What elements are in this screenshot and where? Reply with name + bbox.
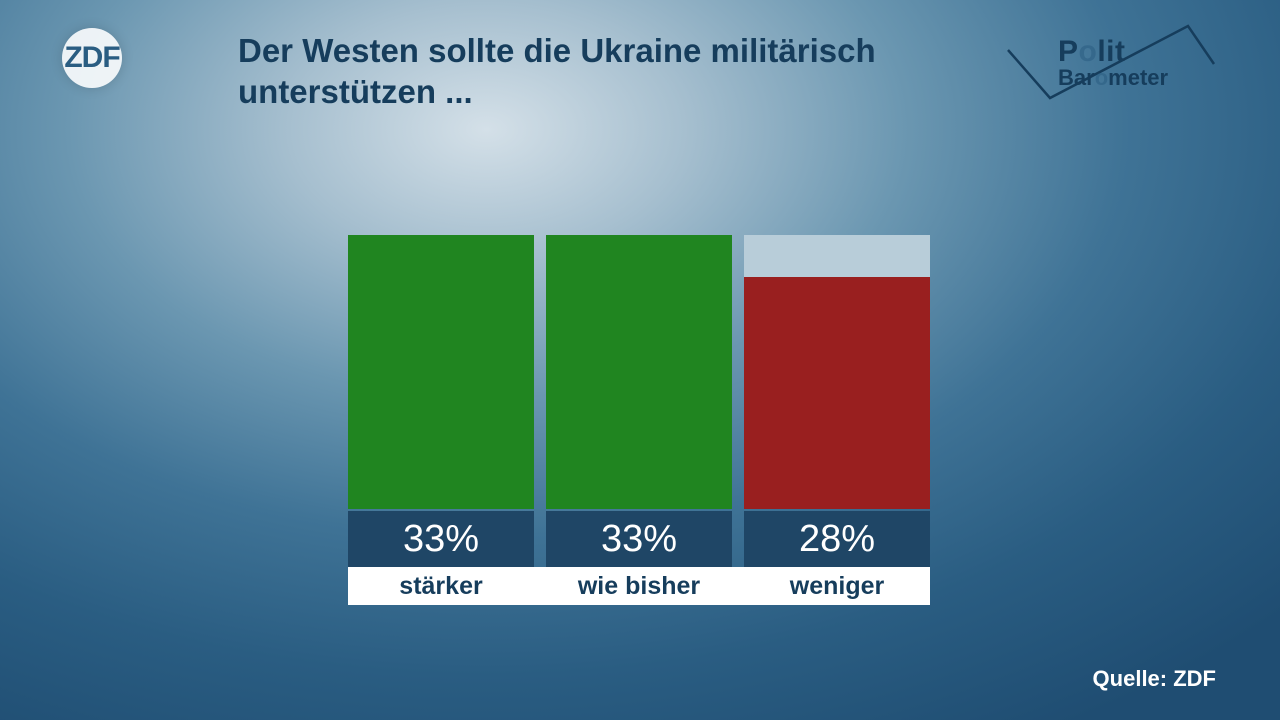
value-row: 33%33%28%	[348, 511, 930, 567]
logo-text: ZDF	[64, 41, 119, 75]
bar-label: weniger	[744, 567, 930, 605]
brand-o1: o	[1079, 35, 1098, 68]
bar-value: 28%	[744, 511, 930, 567]
brand-line2: Barometer	[1058, 65, 1168, 91]
logo-circle: ZDF	[62, 28, 122, 88]
bar-slot	[744, 235, 930, 509]
zdf-logo: ZDF	[62, 28, 122, 88]
brand-line1: Polit	[1058, 38, 1168, 67]
source-attribution: Quelle: ZDF	[1093, 666, 1216, 692]
bar-value: 33%	[546, 511, 732, 567]
stage: ZDF Der Westen sollte die Ukraine militä…	[0, 0, 1280, 720]
bar-slot	[546, 235, 732, 509]
bar-slot	[348, 235, 534, 509]
label-strip-wrap: stärker wie bisher weniger	[348, 567, 930, 605]
bars-row	[348, 235, 930, 509]
bar-label: wie bisher	[546, 567, 732, 605]
bar	[744, 277, 930, 509]
bar-chart: 33%33%28% stärkerwie bisherweniger	[348, 235, 930, 605]
brand-meter: meter	[1108, 65, 1168, 90]
bar	[546, 235, 732, 509]
bar	[348, 235, 534, 509]
brand-lit: lit	[1097, 35, 1125, 68]
label-strip: stärker wie bisher weniger	[348, 567, 930, 605]
brand-text: Polit Barometer	[1058, 38, 1168, 91]
bar-label: stärker	[348, 567, 534, 605]
brand-bar-a: Bar	[1058, 65, 1095, 90]
politbarometer-logo: Polit Barometer	[1000, 20, 1220, 110]
brand-p: P	[1058, 35, 1079, 68]
bar-value: 33%	[348, 511, 534, 567]
brand-o2: o	[1095, 65, 1108, 90]
chart-title: Der Westen sollte die Ukraine militärisc…	[238, 30, 878, 113]
